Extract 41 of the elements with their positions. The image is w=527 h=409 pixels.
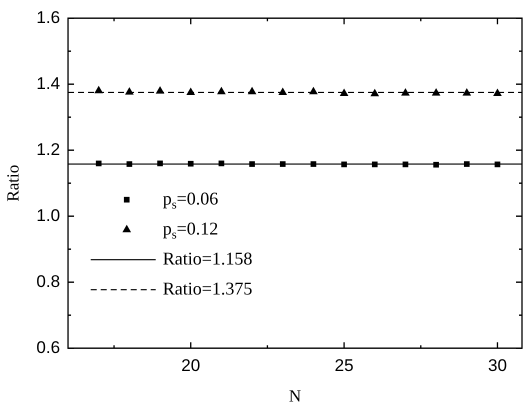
y-axis-title: Ratio bbox=[4, 164, 23, 202]
point bbox=[249, 161, 255, 167]
point bbox=[217, 86, 226, 94]
point bbox=[278, 87, 288, 95]
point bbox=[341, 162, 347, 168]
point bbox=[464, 161, 470, 167]
point bbox=[309, 86, 318, 94]
point bbox=[462, 88, 472, 96]
y-tick-label: 1.6 bbox=[36, 8, 60, 27]
point bbox=[310, 161, 316, 167]
legend-label: Ratio=1.375 bbox=[162, 278, 252, 298]
point bbox=[432, 88, 440, 96]
point bbox=[370, 88, 380, 96]
point bbox=[248, 86, 256, 94]
point bbox=[96, 160, 102, 166]
point bbox=[280, 161, 286, 167]
point bbox=[94, 86, 104, 94]
point bbox=[494, 162, 500, 168]
y-tick-label: 1.0 bbox=[36, 206, 60, 225]
point bbox=[218, 160, 224, 166]
legend-label: Ratio=1.158 bbox=[162, 248, 252, 268]
point bbox=[402, 162, 408, 168]
x-tick-label: 30 bbox=[488, 356, 507, 376]
point bbox=[401, 88, 410, 96]
point bbox=[433, 162, 439, 168]
point bbox=[372, 162, 378, 168]
point bbox=[125, 87, 134, 95]
x-axis-title: N bbox=[288, 386, 302, 406]
point bbox=[156, 86, 164, 94]
y-tick-label: 1.4 bbox=[36, 74, 60, 93]
point bbox=[340, 88, 348, 96]
point bbox=[126, 161, 132, 167]
y-tick-label: 0.8 bbox=[36, 272, 60, 291]
point bbox=[188, 160, 194, 167]
point bbox=[493, 88, 502, 96]
y-tick-label: 0.6 bbox=[36, 338, 60, 357]
x-tick-label: 20 bbox=[181, 356, 200, 376]
point bbox=[186, 87, 196, 95]
point bbox=[157, 160, 163, 166]
y-tick-label: 1.2 bbox=[36, 140, 60, 159]
x-tick-label: 25 bbox=[334, 356, 354, 376]
